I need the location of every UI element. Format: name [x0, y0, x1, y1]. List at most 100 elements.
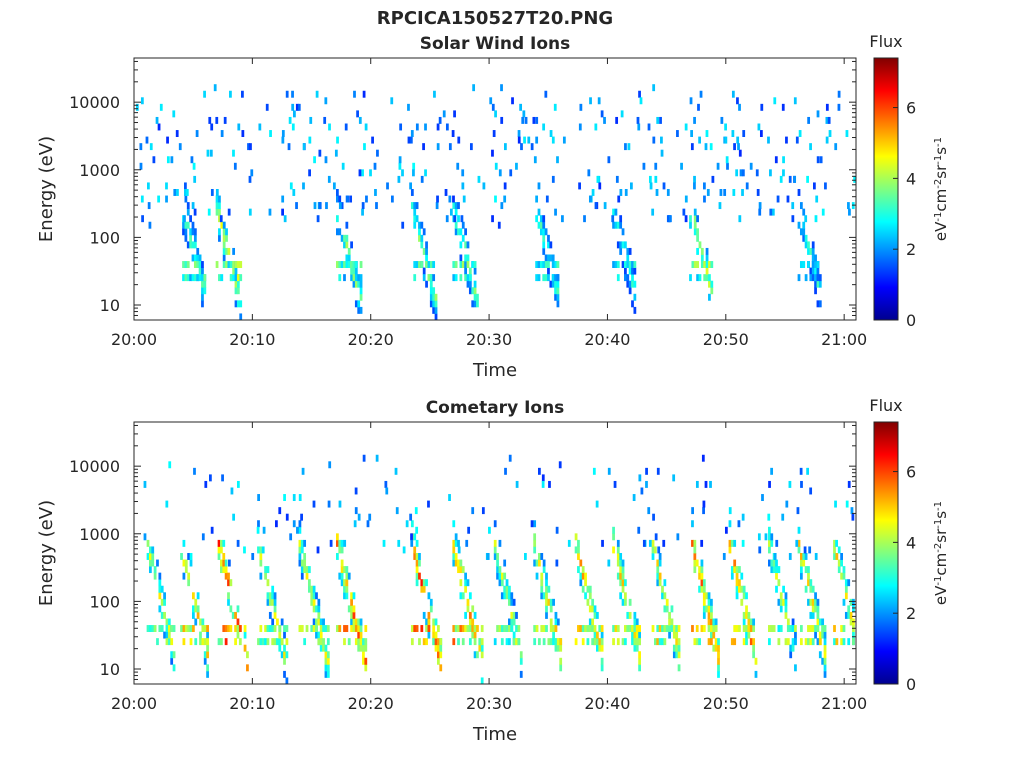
flux-cell: [452, 520, 456, 528]
flux-cell: [849, 618, 853, 626]
flux-cell: [675, 631, 679, 639]
flux-cell: [619, 241, 623, 249]
flux-cell: [432, 638, 436, 646]
flux-cell: [691, 507, 694, 515]
flux-cell: [271, 638, 275, 646]
flux-cell: [844, 611, 848, 619]
flux-cell: [806, 467, 810, 475]
flux-cell: [578, 123, 582, 131]
flux-cell: [291, 123, 295, 131]
flux-cell: [468, 625, 472, 632]
colorbar-frame: [873, 57, 899, 321]
flux-cell: [535, 274, 539, 282]
flux-cell: [236, 539, 240, 547]
flux-cell: [747, 625, 751, 632]
flux-cell: [278, 625, 282, 632]
flux-cell: [340, 546, 344, 554]
flux-cell: [804, 274, 808, 282]
flux-cell: [663, 592, 667, 600]
x-tick-label: 20:50: [703, 694, 749, 713]
flux-cell: [693, 261, 697, 268]
flux-cell: [693, 546, 697, 554]
flux-cell: [768, 533, 771, 541]
flux-cell: [594, 202, 598, 210]
flux-cell: [343, 592, 346, 600]
flux-cell: [454, 533, 458, 541]
flux-cell: [317, 618, 321, 626]
flux-cell: [538, 559, 541, 567]
flux-cell: [236, 280, 240, 288]
flux-cell: [767, 136, 770, 144]
flux-cell: [730, 572, 734, 580]
flux-cell: [612, 638, 615, 646]
flux-cell: [498, 625, 502, 632]
flux-cell: [621, 598, 625, 606]
flux-cell: [189, 241, 192, 249]
flux-cell: [466, 280, 470, 288]
flux-cell: [733, 625, 737, 632]
flux-cell: [619, 221, 623, 229]
flux-cell: [268, 611, 272, 619]
flux-cell: [218, 274, 221, 282]
flux-cell: [600, 631, 604, 639]
flux-cell: [542, 123, 546, 131]
flux-cell: [621, 559, 625, 567]
flux-cell: [461, 221, 465, 229]
flux-cell: [696, 247, 699, 255]
flux-cell: [809, 267, 813, 275]
flux-cell: [466, 579, 470, 587]
flux-cell: [246, 664, 249, 672]
flux-cell: [259, 546, 263, 554]
flux-cell: [544, 228, 548, 236]
flux-cell: [371, 136, 374, 144]
flux-cell: [196, 592, 200, 600]
flux-cell: [418, 228, 421, 236]
flux-cell: [845, 500, 849, 508]
flux-cell: [273, 611, 277, 619]
flux-cell: [794, 638, 797, 646]
flux-cell: [723, 189, 727, 196]
flux-cell: [340, 566, 344, 574]
flux-cell: [541, 480, 545, 488]
flux-cell: [709, 143, 713, 151]
flux-cell: [215, 202, 219, 210]
flux-cell: [668, 625, 671, 632]
flux-cell: [535, 572, 539, 580]
flux-cell: [768, 526, 771, 534]
flux-cell: [236, 261, 240, 268]
flux-cell: [631, 625, 634, 632]
flux-cell: [324, 664, 328, 672]
flux-cell: [612, 261, 615, 268]
flux-cell: [624, 241, 627, 249]
flux-cell: [547, 254, 550, 262]
flux-cell: [318, 202, 322, 210]
flux-cell: [552, 631, 555, 639]
flux-cell: [647, 123, 651, 131]
flux-cell: [218, 208, 221, 216]
flux-cell: [336, 553, 339, 560]
flux-cell: [186, 202, 190, 210]
flux-cell: [730, 566, 734, 574]
flux-cell: [357, 274, 361, 282]
flux-cell: [786, 638, 790, 646]
flux-cell: [317, 598, 321, 606]
flux-cell: [203, 90, 206, 98]
flux-cell: [777, 638, 781, 646]
flux-cell: [283, 644, 286, 652]
flux-cell: [434, 631, 438, 639]
flux-cell: [427, 261, 431, 268]
flux-cell: [799, 625, 803, 632]
flux-cell: [825, 116, 829, 124]
flux-cell: [551, 136, 555, 144]
flux-cell: [234, 287, 238, 295]
flux-cell: [222, 241, 226, 249]
flux-cell: [189, 215, 192, 223]
x-tick-label: 20:10: [229, 694, 275, 713]
x-tick-label: 20:40: [584, 694, 630, 713]
flux-cell: [278, 638, 282, 646]
flux-cell: [728, 546, 732, 554]
flux-cell: [538, 553, 541, 560]
flux-cell: [742, 618, 746, 626]
flux-cell: [227, 572, 230, 580]
flux-cell: [663, 579, 667, 587]
